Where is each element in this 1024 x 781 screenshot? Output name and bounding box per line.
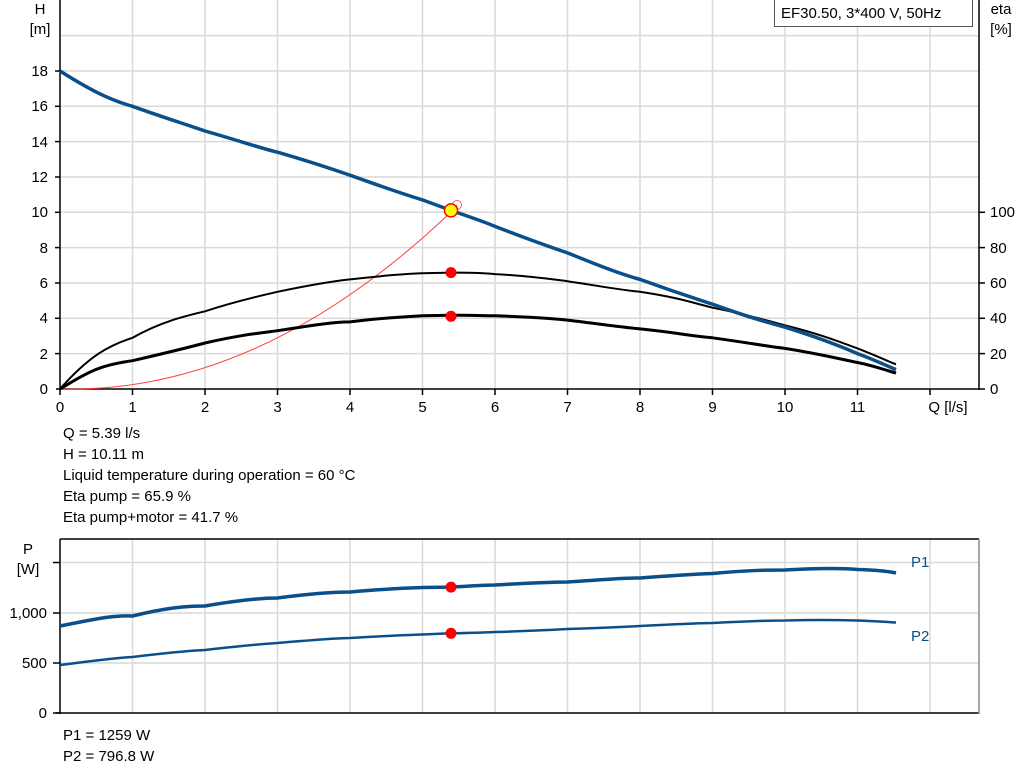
svg-text:11: 11 <box>850 399 866 416</box>
svg-text:12: 12 <box>31 169 48 186</box>
top-axes <box>55 0 985 395</box>
bottom-axis-labels: P [W] 1,000 500 0 <box>9 541 47 722</box>
svg-text:0: 0 <box>40 381 48 398</box>
h-axis-title: H <box>35 1 46 18</box>
svg-text:10: 10 <box>31 204 48 221</box>
p1-value: P1 = 1259 W <box>63 727 151 744</box>
svg-text:4: 4 <box>40 310 48 327</box>
power-curve-chart: P [W] 1,000 500 0 P1 P2 <box>9 538 980 722</box>
svg-text:8: 8 <box>636 399 644 416</box>
svg-text:8: 8 <box>40 240 48 257</box>
svg-text:1,000: 1,000 <box>9 605 47 622</box>
svg-text:18: 18 <box>31 63 48 80</box>
top-x-axis-labels: 0 1 2 3 4 5 6 7 8 9 10 11 Q [l/s] <box>56 399 968 416</box>
p2-duty-point <box>445 627 457 639</box>
eta-axis-title: eta <box>991 1 1013 18</box>
svg-text:0: 0 <box>39 705 47 722</box>
eta-pump-motor-curve <box>59 313 897 391</box>
top-grid <box>60 0 979 389</box>
svg-text:10: 10 <box>777 399 794 416</box>
eta-total-duty-point <box>445 310 457 322</box>
p2-value: P2 = 796.8 W <box>63 748 155 765</box>
head-duty-point <box>443 203 459 218</box>
p-axis-unit: [W] <box>17 561 40 578</box>
eta-pump-curve <box>59 271 897 390</box>
svg-text:5: 5 <box>418 399 426 416</box>
svg-text:2: 2 <box>40 346 48 363</box>
p1-curve <box>59 566 897 628</box>
power-info: P1 = 1259 W P2 = 796.8 W <box>63 725 154 767</box>
q-axis-title: Q [l/s] <box>928 399 967 416</box>
svg-text:16: 16 <box>31 98 48 115</box>
liquid-temperature: Liquid temperature during operation = 60… <box>63 467 356 484</box>
p1-duty-point <box>445 581 457 593</box>
svg-text:20: 20 <box>990 346 1007 363</box>
p2-curve <box>59 618 897 667</box>
h-axis-unit: [m] <box>30 21 51 38</box>
eta-pump-duty-point <box>445 267 457 279</box>
head-value: H = 10.11 m <box>63 446 145 463</box>
svg-text:0: 0 <box>990 381 998 398</box>
pump-model-label: EF30.50, 3*400 V, 50Hz <box>774 0 973 27</box>
svg-text:6: 6 <box>40 275 48 292</box>
bottom-grid <box>60 539 979 713</box>
head-curve <box>59 69 897 372</box>
svg-text:0: 0 <box>56 399 64 416</box>
top-right-axis-labels: eta [%] 100 80 60 40 20 0 <box>990 1 1015 398</box>
top-left-axis-labels: H [m] 18 16 14 12 10 8 6 4 2 0 <box>30 1 51 398</box>
svg-text:500: 500 <box>22 655 47 672</box>
eta-axis-unit: [%] <box>990 21 1012 38</box>
pump-curve-chart: H [m] 18 16 14 12 10 8 6 4 2 0 eta [%] 1… <box>30 0 1015 416</box>
svg-text:100: 100 <box>990 204 1015 221</box>
svg-text:7: 7 <box>563 399 571 416</box>
svg-text:6: 6 <box>491 399 499 416</box>
eta-total-value: Eta pump+motor = 41.7 % <box>63 509 239 526</box>
svg-text:14: 14 <box>31 134 48 151</box>
svg-text:1: 1 <box>128 399 136 416</box>
svg-text:9: 9 <box>708 399 716 416</box>
svg-text:40: 40 <box>990 310 1007 327</box>
duty-point-info: Q = 5.39 l/s H = 10.11 m Liquid temperat… <box>63 423 355 528</box>
p2-legend-label: P2 <box>911 628 929 645</box>
svg-text:80: 80 <box>990 240 1007 257</box>
eta-pump-value: Eta pump = 65.9 % <box>63 488 191 505</box>
p1-legend-label: P1 <box>911 554 929 571</box>
p-axis-title: P <box>23 541 33 558</box>
bottom-axes <box>53 538 980 714</box>
svg-text:4: 4 <box>346 399 354 416</box>
svg-text:60: 60 <box>990 275 1007 292</box>
svg-text:3: 3 <box>273 399 281 416</box>
flow-value: Q = 5.39 l/s <box>63 425 141 442</box>
svg-text:2: 2 <box>201 399 209 416</box>
